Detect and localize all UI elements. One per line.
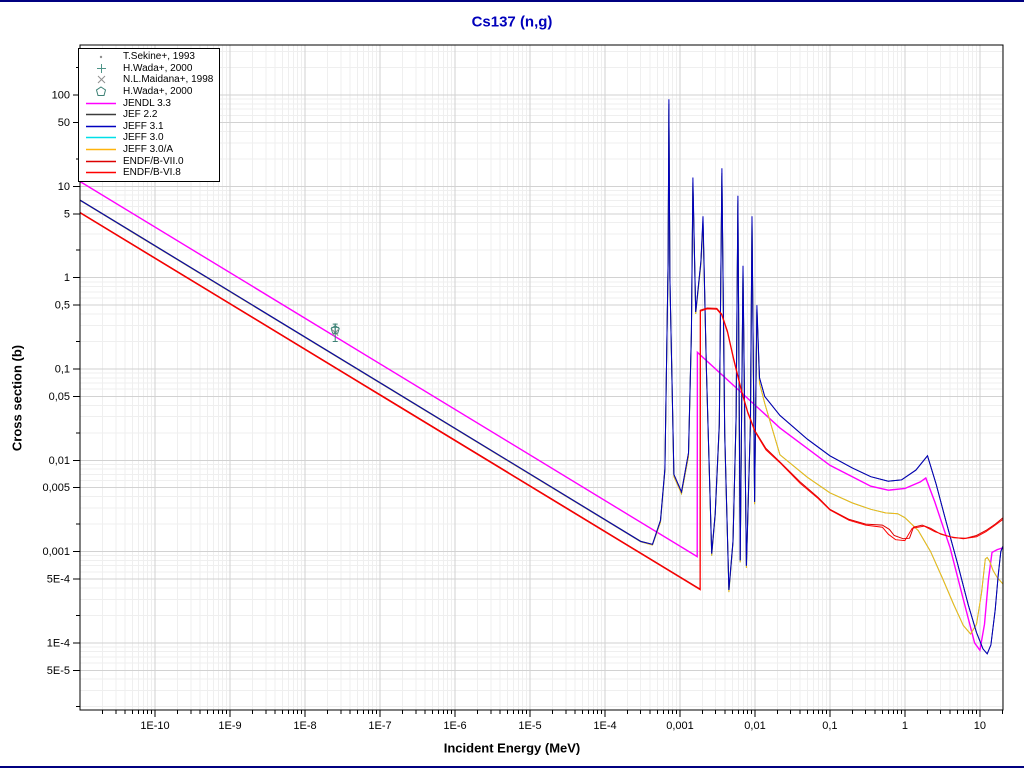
legend-item: JEFF 3.1 [79, 121, 219, 133]
legend-item: ENDF/B-VII.0 [79, 155, 219, 167]
legend-swatch [79, 74, 123, 85]
legend: T.Sekine+, 1993 H.Wada+, 2000 N.L.Maidana+… [78, 48, 220, 182]
legend-swatch [79, 168, 123, 177]
y-axis: 100 50 10 5 1 0,5 0,1 0,05 0,01 0,005 0,001 5E-4 1E-… [42, 67, 80, 708]
legend-line-swatch [86, 148, 116, 151]
legend-x-marker-icon [97, 76, 105, 84]
svg-text:10: 10 [58, 181, 70, 193]
legend-line-swatch [86, 102, 116, 104]
legend-pentagon-marker-icon [95, 86, 107, 97]
y-axis-label: Cross section (b) [9, 344, 25, 452]
svg-text:1E-7: 1E-7 [368, 720, 391, 732]
legend-label: H.Wada+, 2000 [123, 86, 193, 98]
svg-text:0,1: 0,1 [822, 720, 837, 732]
legend-label: T.Sekine+, 1993 [123, 51, 195, 63]
legend-item: H.Wada+, 2000 [79, 63, 219, 75]
legend-label: JEFF 3.0/A [123, 144, 174, 156]
legend-label: ENDF/B-VII.0 [123, 155, 184, 167]
svg-text:0,5: 0,5 [55, 300, 70, 312]
legend-swatch [79, 145, 123, 154]
svg-text:0,01: 0,01 [744, 720, 765, 732]
legend-label: JENDL 3.3 [123, 97, 171, 109]
legend-item: JEFF 3.0 [79, 132, 219, 144]
grid-minor [80, 45, 1003, 710]
series-jendl-3-3 [79, 180, 1004, 653]
data-markers [330, 323, 340, 342]
svg-text:0,01: 0,01 [49, 455, 70, 467]
svg-text:5E-4: 5E-4 [47, 574, 70, 586]
legend-label: JEF 2.2 [123, 109, 158, 121]
legend-swatch [79, 122, 123, 131]
plot-frame [79, 44, 1004, 711]
legend-item: JEF 2.2 [79, 109, 219, 121]
x-axis-label: Incident Energy (MeV) [443, 740, 581, 756]
legend-label: JEFF 3.0 [123, 132, 164, 144]
legend-swatch [79, 157, 123, 166]
legend-item: JEFF 3.0/A [79, 144, 219, 156]
series-jeff-3-1 [79, 99, 1004, 655]
svg-text:100: 100 [52, 90, 70, 102]
window-top-border [0, 0, 1024, 2]
svg-text:1E-10: 1E-10 [140, 720, 169, 732]
svg-text:10: 10 [974, 720, 986, 732]
legend-label: H.Wada+, 2000 [123, 62, 193, 74]
legend-line-swatch [86, 137, 116, 139]
legend-swatch [79, 52, 123, 62]
legend-line-swatch [86, 113, 116, 116]
svg-text:1E-4: 1E-4 [593, 720, 616, 732]
legend-item: H.Wada+, 2000 [79, 86, 219, 98]
legend-item: JENDL 3.3 [79, 97, 219, 109]
x-axis: 1E-10 1E-9 1E-8 1E-7 1E-6 1E-5 1E-4 0,001 0,01 0,… [102, 710, 1003, 732]
legend-swatch [79, 63, 123, 74]
svg-text:50: 50 [58, 117, 70, 129]
legend-line-swatch [86, 160, 116, 162]
svg-text:1E-5: 1E-5 [518, 720, 541, 732]
legend-label: ENDF/B-VI.8 [123, 167, 181, 179]
legend-item: N.L.Maidana+, 1998 [79, 74, 219, 86]
legend-dot-marker-icon [99, 55, 103, 58]
legend-swatch [79, 86, 123, 97]
svg-text:1E-8: 1E-8 [293, 720, 316, 732]
page-title: Cs137 (n,g) [471, 13, 553, 31]
series-curves [79, 99, 1004, 655]
svg-text:1E-6: 1E-6 [443, 720, 466, 732]
legend-plus-marker-icon [96, 63, 106, 73]
window-bottom-border [0, 766, 1024, 768]
svg-text:5E-5: 5E-5 [47, 665, 70, 677]
svg-text:0,1: 0,1 [55, 363, 70, 375]
legend-line-swatch [86, 125, 116, 128]
svg-text:0,05: 0,05 [49, 391, 70, 403]
legend-label: JEFF 3.1 [123, 120, 164, 132]
svg-text:1: 1 [902, 720, 908, 732]
svg-text:0,001: 0,001 [42, 546, 70, 558]
svg-text:5: 5 [64, 208, 70, 220]
legend-item: T.Sekine+, 1993 [79, 51, 219, 63]
grid-major [80, 45, 1003, 710]
svg-text:1: 1 [64, 272, 70, 284]
legend-item: ENDF/B-VI.8 [79, 167, 219, 179]
legend-swatch [79, 99, 123, 108]
svg-text:0,005: 0,005 [42, 482, 70, 494]
legend-label: N.L.Maidana+, 1998 [123, 74, 214, 86]
legend-line-swatch [86, 171, 116, 174]
svg-text:1E-9: 1E-9 [218, 720, 241, 732]
svg-text:1E-4: 1E-4 [47, 637, 70, 649]
svg-text:0,001: 0,001 [666, 720, 694, 732]
legend-swatch [79, 133, 123, 142]
series-endf-b-vi-8 [79, 212, 1004, 591]
legend-swatch [79, 110, 123, 119]
